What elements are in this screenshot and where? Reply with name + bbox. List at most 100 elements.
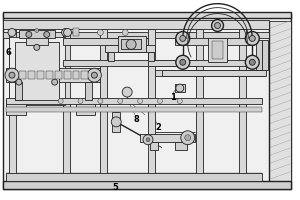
Bar <box>118 36 146 52</box>
Bar <box>161 112 169 181</box>
Bar <box>175 38 254 45</box>
Circle shape <box>52 79 58 85</box>
Bar <box>206 112 214 181</box>
Bar <box>82 71 88 79</box>
Circle shape <box>180 59 186 65</box>
Circle shape <box>5 68 19 82</box>
Bar <box>175 84 185 92</box>
Circle shape <box>58 99 63 103</box>
Bar <box>239 29 246 181</box>
Circle shape <box>181 131 195 145</box>
Bar <box>76 112 85 181</box>
Circle shape <box>138 99 142 103</box>
Circle shape <box>177 99 182 103</box>
Circle shape <box>35 28 39 32</box>
Bar <box>262 40 268 70</box>
Bar <box>47 112 55 181</box>
Circle shape <box>146 138 150 142</box>
Bar <box>6 100 26 115</box>
Bar <box>6 173 262 181</box>
Circle shape <box>212 20 224 31</box>
Circle shape <box>61 28 70 36</box>
Bar <box>208 38 227 62</box>
Bar <box>6 68 100 82</box>
Bar <box>63 38 148 45</box>
Bar <box>243 112 251 181</box>
Bar <box>116 112 124 181</box>
Circle shape <box>249 59 255 65</box>
Bar <box>269 21 291 181</box>
Circle shape <box>98 99 103 103</box>
Circle shape <box>126 39 136 49</box>
Circle shape <box>8 28 16 36</box>
Bar <box>26 35 48 45</box>
Text: 2: 2 <box>155 123 161 132</box>
Bar <box>15 82 22 100</box>
Bar <box>46 71 53 79</box>
Circle shape <box>16 79 22 85</box>
Bar <box>3 12 291 18</box>
Circle shape <box>34 44 40 50</box>
Bar <box>73 28 79 36</box>
Text: 8: 8 <box>133 115 139 124</box>
Bar <box>3 181 291 189</box>
Bar <box>108 52 114 61</box>
Bar <box>162 70 266 76</box>
Circle shape <box>44 31 50 37</box>
Bar <box>17 112 25 181</box>
Bar <box>196 29 202 181</box>
Bar <box>73 71 80 79</box>
Bar <box>148 60 267 66</box>
Circle shape <box>143 135 153 145</box>
Bar <box>150 142 158 150</box>
Circle shape <box>245 31 259 45</box>
Circle shape <box>78 99 83 103</box>
Circle shape <box>122 29 128 35</box>
Circle shape <box>176 31 190 45</box>
Bar <box>3 32 269 38</box>
Bar <box>140 134 195 142</box>
Circle shape <box>9 72 15 78</box>
Bar <box>100 29 107 181</box>
Bar <box>148 29 155 181</box>
Bar <box>19 30 55 38</box>
Circle shape <box>98 29 103 35</box>
Circle shape <box>111 117 121 127</box>
Bar <box>63 60 198 66</box>
Bar <box>148 52 154 61</box>
Bar <box>175 142 187 150</box>
Bar <box>6 107 262 112</box>
Bar <box>155 70 264 76</box>
Bar <box>64 71 70 79</box>
Circle shape <box>185 135 191 141</box>
Circle shape <box>64 28 71 36</box>
Bar <box>3 20 269 28</box>
Bar <box>105 45 155 52</box>
Circle shape <box>180 35 186 41</box>
Bar <box>6 98 262 104</box>
Bar <box>15 42 59 100</box>
Text: 6: 6 <box>5 48 11 57</box>
Bar <box>112 112 120 132</box>
Circle shape <box>245 55 259 69</box>
Bar <box>55 71 62 79</box>
Circle shape <box>214 23 220 28</box>
Bar <box>63 29 70 181</box>
Text: 5: 5 <box>112 183 118 192</box>
Bar <box>212 41 224 59</box>
Bar <box>9 29 16 181</box>
Bar <box>85 82 92 100</box>
Circle shape <box>26 31 32 37</box>
Bar <box>9 37 64 105</box>
Bar <box>37 71 44 79</box>
Circle shape <box>176 55 190 69</box>
Bar <box>3 13 291 189</box>
Circle shape <box>158 99 162 103</box>
Bar <box>28 71 35 79</box>
Bar <box>121 39 141 49</box>
Circle shape <box>118 99 123 103</box>
Circle shape <box>122 87 132 97</box>
Circle shape <box>249 35 255 41</box>
Text: 1: 1 <box>170 93 176 102</box>
Circle shape <box>176 84 184 92</box>
